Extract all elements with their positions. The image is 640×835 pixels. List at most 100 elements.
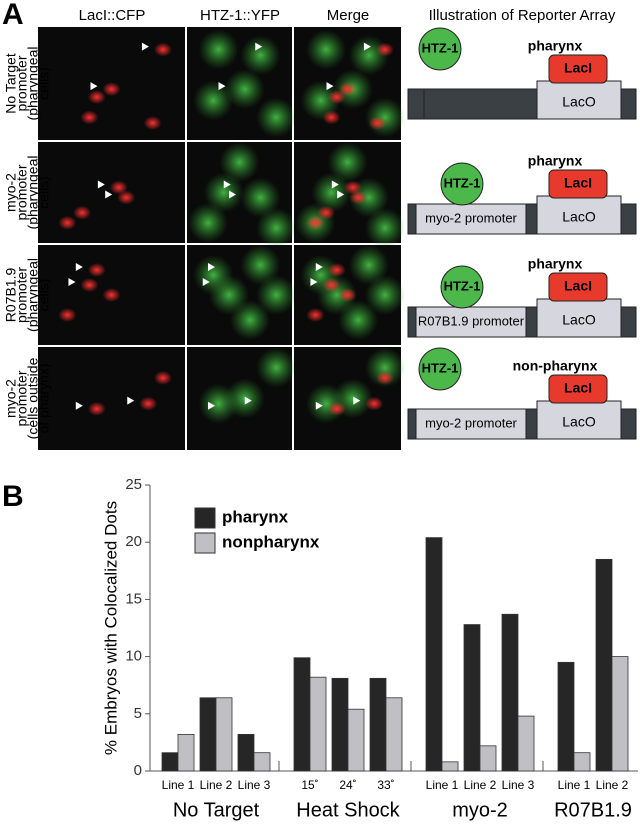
laco-box [536,80,622,120]
row-label-line: cells) [36,279,52,312]
pointer [315,401,323,410]
y-tick-label: 25 [125,476,142,493]
x-tick-label: Line 1 [558,778,591,792]
laci-signal [306,308,325,322]
laci-signal [117,190,136,205]
laci-signal [322,278,341,292]
laci-signal [317,205,336,220]
row-label-line: promoter [14,164,30,220]
bar [237,733,255,772]
column-header: LacI::CFP [79,7,146,24]
nucleus-signal [203,172,244,213]
promoter-label: myo-2 promoter [425,210,517,225]
row-label-line: cells) [36,67,52,100]
bar [611,656,629,772]
htz-protein [440,162,484,206]
laci-signal [375,370,394,385]
bar [253,752,271,772]
bar [215,697,233,772]
x-tick-label: Line 2 [200,778,233,792]
laci-signal [365,396,384,411]
column-header: Merge [327,7,370,24]
laci-signal [102,82,121,97]
bar [177,733,195,772]
pointer [310,278,318,286]
legend-label: pharynx [222,507,289,526]
pointer [127,396,135,405]
bar [369,677,387,772]
laci-signal [153,370,172,385]
nucleus-signal [240,177,281,218]
nucleus-signal [224,69,265,110]
y-tick-label: 10 [125,648,142,665]
laci-signal [322,110,341,125]
group-label: No Target [173,799,260,821]
laci-signal [349,190,368,205]
x-tick-label: 24˚ [339,778,356,792]
x-tick-label: Line 3 [502,778,535,792]
pointer [337,190,345,199]
row-label-line: promoter [14,370,30,426]
laci-signal [58,308,77,322]
panel-label: A [2,0,24,31]
promoter-box [415,306,527,338]
nucleus-signal [338,300,379,340]
row-label-line: myo-2 [3,173,19,212]
laco-box [536,195,622,235]
pointer [363,42,371,51]
bar [309,676,327,772]
laci-protein [548,169,608,199]
nucleus-signal [256,97,297,138]
nucleus-signal [311,172,352,213]
bar [573,752,591,772]
htz-label: HTZ-1 [422,360,459,375]
laci-protein [548,374,608,404]
htz-protein [418,347,462,391]
laci-signal [375,42,394,57]
pointer [75,263,83,271]
x-tick-label: 33˚ [377,778,394,792]
htz-label: HTZ-1 [422,40,459,55]
row-label-line: (pharyngeal [25,47,41,121]
laco-label: LacO [562,94,596,110]
pointer [202,278,210,286]
pointer [331,180,339,189]
legend-swatch [194,507,216,529]
promoter-box [415,408,527,440]
laci-signal [327,401,346,416]
pointer [255,42,263,51]
htz-protein [440,265,484,309]
laci-signal [87,90,106,105]
group-label: Heat Shock [296,799,400,821]
x-tick-label: 15˚ [301,778,318,792]
promoter-label: myo-2 promoter [425,415,517,430]
nucleus-signal [256,207,297,248]
pointer [105,190,113,199]
tissue-label: non-pharynx [513,358,598,374]
row-label-line: (pharyngeal [25,156,41,230]
bar [441,761,459,772]
nucleus-signal [219,142,260,183]
nucleus-signal [230,300,270,340]
laci-signal [306,215,325,230]
laci-label: LacI [564,380,592,396]
pointer [75,401,83,410]
nucleus-signal [327,142,368,183]
promoter-box [415,203,527,235]
pointer [326,82,334,91]
bar [479,745,497,772]
nucleus-signal [364,207,405,248]
laci-label: LacI [564,278,592,294]
x-tick-label: Line 1 [162,778,195,792]
bar [293,657,311,772]
group-label: myo-2 [452,799,508,821]
tissue-label: pharynx [528,38,583,54]
pointer [208,263,215,271]
laci-signal [327,90,346,105]
pointer [141,42,149,51]
pointer [97,180,105,189]
bar [463,624,481,772]
row-label-line: promoter [14,267,30,323]
pointer [223,180,231,189]
